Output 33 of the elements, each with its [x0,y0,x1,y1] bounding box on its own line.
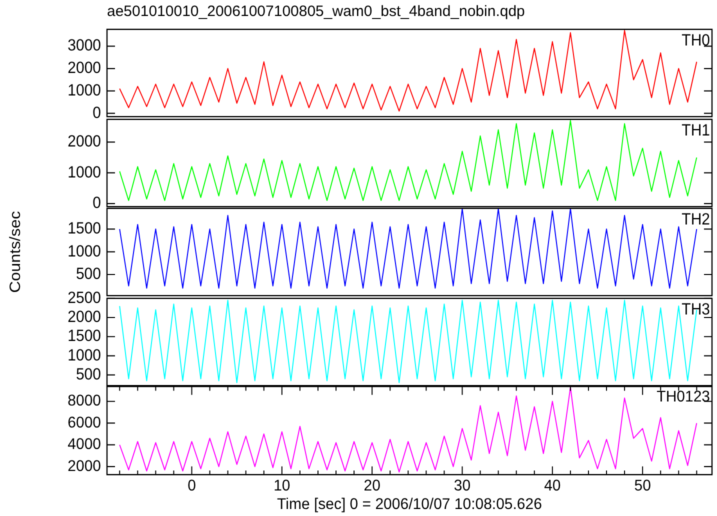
x-tick-label: 0 [188,477,196,494]
x-tick-label: 20 [364,477,380,494]
series-label: TH0123 [656,388,710,406]
x-tick-label: 10 [274,477,290,494]
y-tick-label: 2000 [68,59,102,78]
y-tick-label: 500 [76,366,102,384]
y-tick-label: 0 [92,104,102,122]
y-tick-label: 4000 [68,436,101,454]
y-tick-label: 500 [76,265,102,284]
y-tick-label: 1000 [68,82,102,100]
y-tick-label: 1500 [68,328,102,346]
y-tick-label: 0 [92,194,102,212]
chart-title: ae501010010_20061007100805_wam0_bst_4band_nobin.qdp [107,3,525,20]
series-label: TH2 [682,210,710,229]
y-tick-label: 2500 [68,289,102,308]
x-tick-label: 40 [544,477,561,494]
y-tick-label: 2000 [68,308,102,326]
x-axis-title: Time [sec] 0 = 2006/10/07 10:08:05.626 [277,496,542,514]
x-tick-label: 30 [454,477,471,494]
y-tick-label: 1000 [68,242,102,260]
y-tick-label: 3000 [68,37,102,55]
y-tick-label: 2000 [68,133,102,151]
series-label: TH0 [682,32,710,50]
series-label: TH1 [682,122,710,140]
y-axis-title: Counts/sec [8,210,24,293]
y-tick-label: 6000 [68,414,101,432]
x-tick-label: 50 [634,477,651,494]
y-tick-label: 1500 [68,220,102,238]
y-tick-label: 2000 [68,458,101,475]
y-tick-label: 8000 [68,392,101,410]
y-tick-label: 1000 [68,164,102,182]
series-label: TH3 [682,300,710,319]
y-tick-label: 1000 [68,346,102,364]
